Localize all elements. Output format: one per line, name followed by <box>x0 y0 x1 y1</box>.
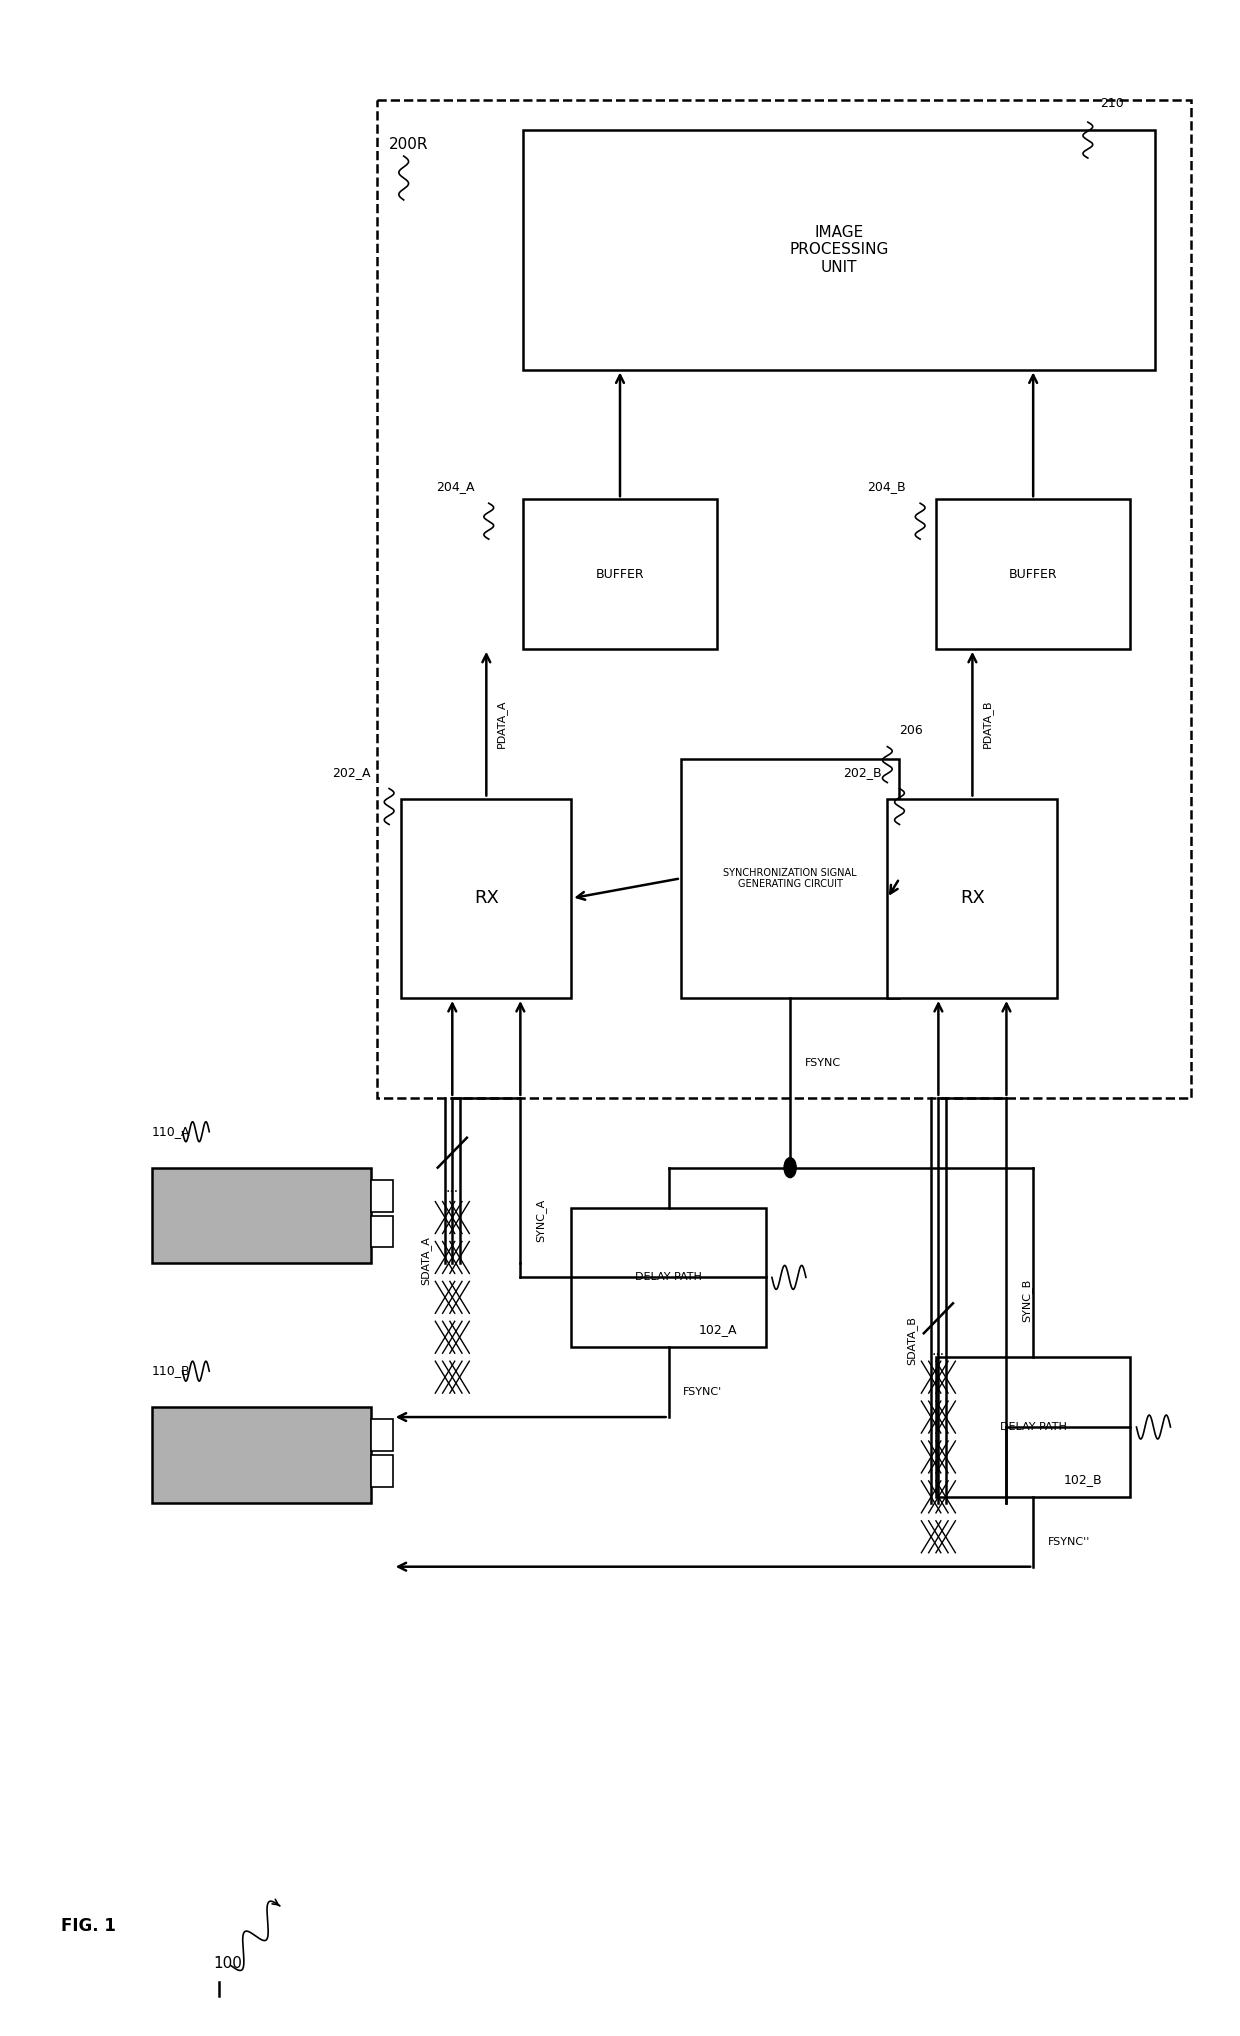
Bar <box>371 1215 393 1248</box>
Text: 200R: 200R <box>389 136 429 151</box>
Text: PDATA_A: PDATA_A <box>496 700 507 747</box>
Text: 210: 210 <box>1100 98 1123 110</box>
Text: ...: ... <box>445 1181 459 1195</box>
Text: SDATA_A: SDATA_A <box>420 1236 432 1285</box>
Text: SDATA_B: SDATA_B <box>906 1315 918 1364</box>
Text: DELAY PATH: DELAY PATH <box>999 1421 1066 1431</box>
Text: FSYNC: FSYNC <box>805 1059 841 1069</box>
Text: 102_A: 102_A <box>699 1323 738 1336</box>
Text: DELAY PATH: DELAY PATH <box>635 1272 702 1283</box>
Bar <box>377 100 1192 1097</box>
Bar <box>681 759 899 998</box>
Text: ...: ... <box>931 1344 945 1358</box>
Bar <box>936 1358 1131 1496</box>
Text: 202_B: 202_B <box>843 766 882 778</box>
Text: IMAGE
PROCESSING
UNIT: IMAGE PROCESSING UNIT <box>789 224 888 275</box>
Text: SYNCHRONIZATION SIGNAL
GENERATING CIRCUIT: SYNCHRONIZATION SIGNAL GENERATING CIRCUI… <box>723 867 857 890</box>
Bar <box>572 1207 766 1348</box>
Bar <box>371 1419 393 1452</box>
Text: PDATA_B: PDATA_B <box>982 700 993 747</box>
Circle shape <box>784 1158 796 1177</box>
Text: FSYNC'': FSYNC'' <box>1048 1537 1090 1547</box>
Bar <box>523 499 717 649</box>
Text: 202_A: 202_A <box>332 766 371 778</box>
Text: FSYNC': FSYNC' <box>683 1387 723 1397</box>
Text: 204_A: 204_A <box>435 480 474 493</box>
Bar <box>371 1456 393 1486</box>
Text: 100: 100 <box>213 1957 242 1971</box>
Bar <box>402 798 572 998</box>
Bar <box>153 1169 371 1264</box>
Text: 110_A: 110_A <box>153 1124 191 1138</box>
Text: BUFFER: BUFFER <box>595 568 645 580</box>
Text: BUFFER: BUFFER <box>1009 568 1058 580</box>
Text: SYNC_B: SYNC_B <box>1021 1279 1032 1321</box>
Text: RX: RX <box>960 890 985 908</box>
Text: RX: RX <box>474 890 498 908</box>
Bar <box>153 1407 371 1503</box>
Bar <box>936 499 1131 649</box>
Text: 110_B: 110_B <box>153 1364 191 1376</box>
Text: 206: 206 <box>899 723 924 737</box>
Text: 102_B: 102_B <box>1064 1472 1102 1486</box>
Bar <box>523 130 1154 371</box>
Bar <box>371 1179 393 1211</box>
Text: SYNC_A: SYNC_A <box>534 1199 546 1242</box>
Bar <box>888 798 1058 998</box>
Text: FIG. 1: FIG. 1 <box>61 1916 115 1934</box>
Text: 204_B: 204_B <box>867 480 905 493</box>
